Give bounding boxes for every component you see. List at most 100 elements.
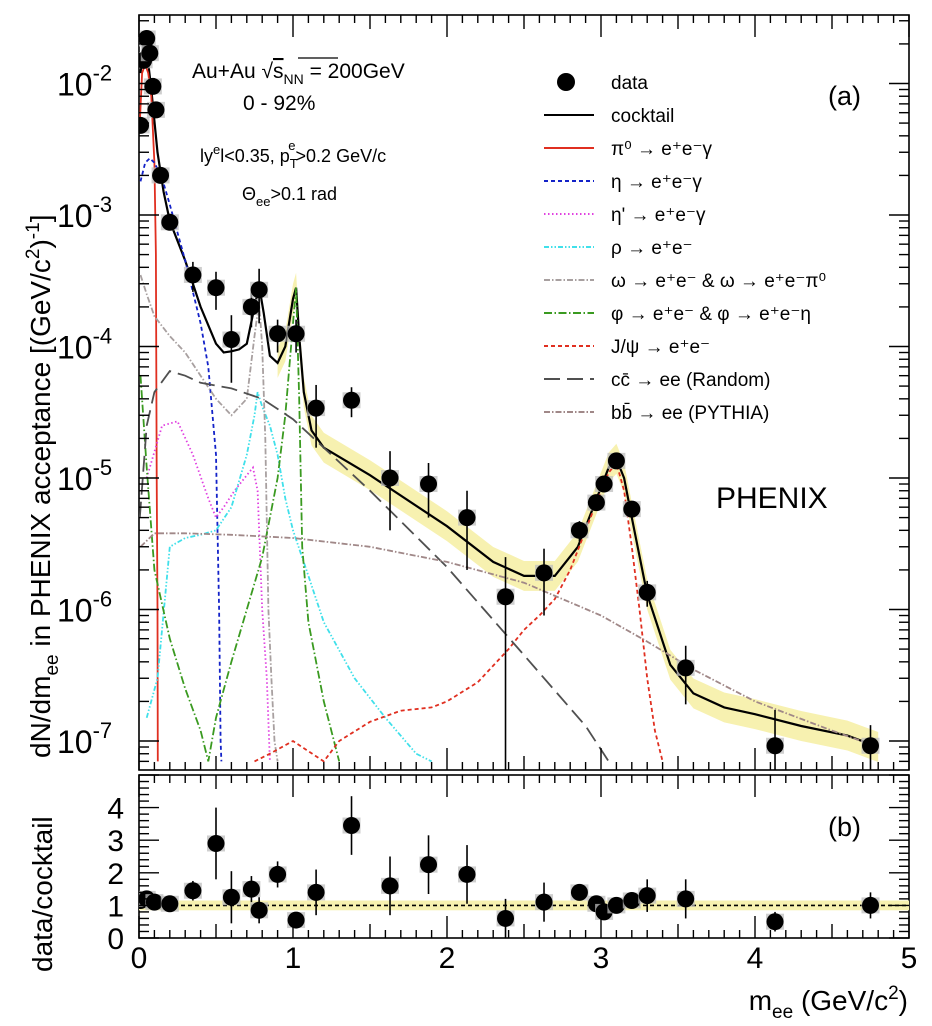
data-a-point xyxy=(638,580,657,607)
legend-label: J/ψ → e⁺e⁻ xyxy=(611,337,710,358)
legend-label: cc̄ → ee (Random) xyxy=(611,370,770,391)
legend-item-pi0: π⁰ → e⁺e⁻γ xyxy=(544,139,712,160)
data-b-marker xyxy=(862,896,879,914)
legend-label: bb̄ → ee (PYTHIA) xyxy=(611,403,769,424)
data-a-point xyxy=(766,710,785,770)
data-a-point xyxy=(595,475,614,493)
curve-rho xyxy=(145,391,433,763)
y-tick-label-b: 1 xyxy=(107,890,124,923)
curve-eta xyxy=(139,157,223,762)
data-a-point xyxy=(207,271,225,310)
data-a-marker xyxy=(152,166,170,184)
data-a-point xyxy=(222,315,241,383)
data-a-point xyxy=(268,319,287,353)
data-a-point xyxy=(287,319,306,353)
legend-label: φ → e⁺e⁻ & φ → e⁺e⁻η xyxy=(611,304,811,325)
data-a-point xyxy=(139,29,156,47)
legend-label: η → e⁺e⁻γ xyxy=(611,172,702,193)
panel-a-frame xyxy=(138,14,910,771)
data-a-point xyxy=(250,268,269,324)
data-b-marker xyxy=(570,883,588,901)
legend-item-jpsi: J/ψ → e⁺e⁻ xyxy=(544,337,710,358)
data-points-a xyxy=(139,29,880,770)
y-tick-label-b: 2 xyxy=(107,858,124,891)
data-b-marker xyxy=(638,887,656,905)
curve-bbbar xyxy=(139,532,879,748)
y-tick-label-a: 10-4 xyxy=(57,324,112,366)
data-a-marker xyxy=(766,737,784,755)
data-b-marker xyxy=(161,895,179,913)
data-a-point xyxy=(143,77,162,95)
data-a-point xyxy=(535,548,554,616)
data-a-marker xyxy=(420,475,438,493)
data-points-b xyxy=(139,796,880,938)
data-b-point xyxy=(496,898,515,938)
curve-etaprime xyxy=(145,420,271,762)
data-a-marker xyxy=(141,44,159,62)
data-a-point xyxy=(151,166,170,184)
y-axis-label-b: data/cocktail xyxy=(27,816,58,972)
curve-phi xyxy=(139,287,341,762)
legend-label: η' → e⁺e⁻γ xyxy=(611,205,706,226)
cocktail-uncertainty-band xyxy=(277,272,879,762)
data-a-marker xyxy=(570,521,588,539)
legend-item-ccbar: cc̄ → ee (Random) xyxy=(544,370,770,391)
data-a-marker xyxy=(139,29,156,47)
data-b-point xyxy=(535,882,554,922)
experiment-label: PHENIX xyxy=(716,482,828,515)
y-tick-label-a: 10-6 xyxy=(57,587,112,629)
data-b-marker xyxy=(458,865,476,883)
data-a-marker xyxy=(862,737,879,755)
panel-a: 10-210-310-410-510-610-7 dN/dmee in PHEN… xyxy=(23,14,910,771)
x-tick-label: 1 xyxy=(285,942,302,975)
data-a-marker xyxy=(307,399,325,417)
data-b-marker xyxy=(287,911,305,929)
x-tick-label: 4 xyxy=(747,942,764,975)
legend-label: data xyxy=(611,73,648,94)
x-axis-tick-labels: 0 1 2 3 4 5 xyxy=(131,942,918,975)
legend-item-cocktail: cocktail xyxy=(544,106,674,127)
legend-item-omega: ω → e⁺e⁻ & ω → e⁺e⁻π⁰ xyxy=(544,271,826,292)
legend-label: ρ → e⁺e⁻ xyxy=(611,238,693,259)
data-a-marker xyxy=(497,588,515,606)
data-b-point xyxy=(622,892,641,910)
data-b-marker xyxy=(766,913,784,931)
panel-label-a: (a) xyxy=(828,81,861,111)
legend-item-phi: φ → e⁺e⁻ & φ → e⁺e⁻η xyxy=(544,304,811,325)
annotation-centrality: 0 - 92% xyxy=(243,92,315,115)
data-a-marker xyxy=(595,475,613,493)
data-a-marker xyxy=(535,564,553,582)
data-b-point xyxy=(638,879,657,912)
data-b-marker xyxy=(343,817,361,835)
data-a-point xyxy=(607,452,626,470)
data-a-point xyxy=(458,490,477,570)
legend-item-data: data xyxy=(557,73,648,94)
data-a-point xyxy=(307,384,326,448)
data-a-marker xyxy=(147,101,165,119)
data-b-point xyxy=(861,892,880,919)
data-a-marker xyxy=(222,331,240,349)
data-b-marker xyxy=(184,882,202,900)
data-a-marker xyxy=(287,325,305,343)
data-b-point xyxy=(307,869,326,916)
data-b-point xyxy=(419,835,438,894)
data-b-marker xyxy=(420,856,438,874)
data-b-point xyxy=(145,893,164,911)
y-tick-label-a: 10-3 xyxy=(57,192,112,234)
data-a-marker xyxy=(623,500,641,518)
legend-label: ω → e⁺e⁻ & ω → e⁺e⁻π⁰ xyxy=(611,271,826,292)
legend-label: cocktail xyxy=(611,106,674,127)
legend: data cocktail π⁰ → e⁺e⁻γ η → e⁺e⁻γ η' → e⁺e⁻… xyxy=(544,73,826,424)
data-b-point xyxy=(222,871,241,924)
y-tick-label-a: 10-5 xyxy=(57,455,112,497)
data-a-point xyxy=(587,494,606,512)
data-a-point xyxy=(419,463,438,518)
y-tick-label-b: 0 xyxy=(107,923,124,956)
data-a-point xyxy=(622,500,641,518)
data-a-point xyxy=(496,557,515,770)
annotation-system-text: Au+Au √sNN = 200GeV xyxy=(192,60,405,87)
legend-item-eta: η → e⁺e⁻γ xyxy=(544,172,702,193)
data-a-marker xyxy=(144,77,162,95)
data-b-marker xyxy=(145,893,163,911)
legend-marker-data xyxy=(557,73,575,91)
